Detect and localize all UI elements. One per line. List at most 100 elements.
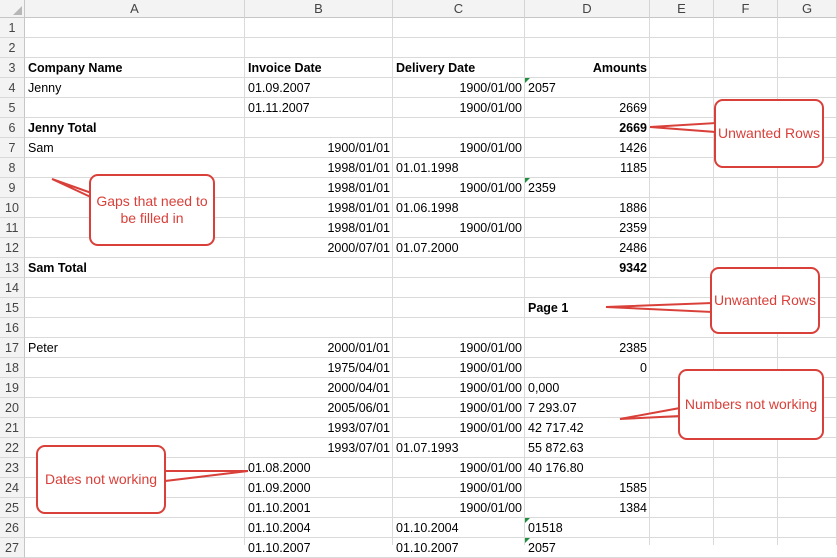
cell-c21[interactable]: 1900/01/00 <box>393 418 525 438</box>
cell-c3[interactable]: Delivery Date <box>393 58 525 78</box>
cell-a13[interactable]: Sam Total <box>25 258 245 278</box>
cell-a7[interactable]: Sam <box>25 138 245 158</box>
cell-c9[interactable]: 1900/01/00 <box>393 178 525 198</box>
cell-c25[interactable]: 1900/01/00 <box>393 498 525 518</box>
cell-c7[interactable]: 1900/01/00 <box>393 138 525 158</box>
cell-b20[interactable]: 2005/06/01 <box>245 398 393 418</box>
cell-d26[interactable]: 01518 <box>525 518 650 538</box>
row-header[interactable]: 17 <box>0 338 25 358</box>
column-header-b[interactable]: B <box>245 0 393 18</box>
cell-d21[interactable]: 42 717.42 <box>525 418 650 438</box>
cell-d10[interactable]: 1886 <box>525 198 650 218</box>
cell-d9[interactable]: 2359 <box>525 178 650 198</box>
cell-b9[interactable]: 1998/01/01 <box>245 178 393 198</box>
cell-b12[interactable]: 2000/07/01 <box>245 238 393 258</box>
cell-d4[interactable]: 2057 <box>525 78 650 98</box>
cell-d20[interactable]: 7 293.07 <box>525 398 650 418</box>
row-header[interactable]: 2 <box>0 38 25 58</box>
cell-d19[interactable]: 0,000 <box>525 378 650 398</box>
row-header[interactable]: 16 <box>0 318 25 338</box>
cell-c23[interactable]: 1900/01/00 <box>393 458 525 478</box>
cell-a3[interactable]: Company Name <box>25 58 245 78</box>
cell-a4[interactable]: Jenny <box>25 78 245 98</box>
cell-d3[interactable]: Amounts <box>525 58 650 78</box>
cell-c10[interactable]: 01.06.1998 <box>393 198 525 218</box>
cell-b10[interactable]: 1998/01/01 <box>245 198 393 218</box>
cell-d5[interactable]: 2669 <box>525 98 650 118</box>
row-header[interactable]: 3 <box>0 58 25 78</box>
cell-d6[interactable]: 2669 <box>525 118 650 138</box>
column-header-e[interactable]: E <box>650 0 714 18</box>
row-header[interactable]: 6 <box>0 118 25 138</box>
column-header-f[interactable]: F <box>714 0 778 18</box>
select-all-corner[interactable] <box>0 0 25 18</box>
row-header[interactable]: 15 <box>0 298 25 318</box>
row-header[interactable]: 12 <box>0 238 25 258</box>
cell-c18[interactable]: 1900/01/00 <box>393 358 525 378</box>
cell-c20[interactable]: 1900/01/00 <box>393 398 525 418</box>
cell-d17[interactable]: 2385 <box>525 338 650 358</box>
cell-c22[interactable]: 01.07.1993 <box>393 438 525 458</box>
row-header[interactable]: 18 <box>0 358 25 378</box>
row-header[interactable]: 24 <box>0 478 25 498</box>
cell-c26[interactable]: 01.10.2004 <box>393 518 525 538</box>
cell-c11[interactable]: 1900/01/00 <box>393 218 525 238</box>
cell-b4[interactable]: 01.09.2007 <box>245 78 393 98</box>
row-header[interactable]: 21 <box>0 418 25 438</box>
cell-c27[interactable]: 01.10.2007 <box>393 538 525 558</box>
cell-d24[interactable]: 1585 <box>525 478 650 498</box>
column-header-c[interactable]: C <box>393 0 525 18</box>
cell-a17[interactable]: Peter <box>25 338 245 358</box>
row-header[interactable]: 11 <box>0 218 25 238</box>
cell-b8[interactable]: 1998/01/01 <box>245 158 393 178</box>
row-header[interactable]: 10 <box>0 198 25 218</box>
row-header[interactable]: 25 <box>0 498 25 518</box>
cell-c17[interactable]: 1900/01/00 <box>393 338 525 358</box>
cell-b11[interactable]: 1998/01/01 <box>245 218 393 238</box>
cell-d18[interactable]: 0 <box>525 358 650 378</box>
cell-b22[interactable]: 1993/07/01 <box>245 438 393 458</box>
cell-b3[interactable]: Invoice Date <box>245 58 393 78</box>
cell-b27[interactable]: 01.10.2007 <box>245 538 393 558</box>
cell-b18[interactable]: 1975/04/01 <box>245 358 393 378</box>
row-header[interactable]: 7 <box>0 138 25 158</box>
cell-d7[interactable]: 1426 <box>525 138 650 158</box>
cell-b24[interactable]: 01.09.2000 <box>245 478 393 498</box>
cell-b23[interactable]: 01.08.2000 <box>245 458 393 478</box>
row-header[interactable]: 8 <box>0 158 25 178</box>
column-header-a[interactable]: A <box>25 0 245 18</box>
column-header-g[interactable]: G <box>778 0 837 18</box>
cell-b26[interactable]: 01.10.2004 <box>245 518 393 538</box>
cell-b17[interactable]: 2000/01/01 <box>245 338 393 358</box>
cell-c24[interactable]: 1900/01/00 <box>393 478 525 498</box>
cell-d11[interactable]: 2359 <box>525 218 650 238</box>
row-header[interactable]: 4 <box>0 78 25 98</box>
cell-c5[interactable]: 1900/01/00 <box>393 98 525 118</box>
row-header[interactable]: 1 <box>0 18 25 38</box>
cell-b5[interactable]: 01.11.2007 <box>245 98 393 118</box>
cell-d25[interactable]: 1384 <box>525 498 650 518</box>
cell-c4[interactable]: 1900/01/00 <box>393 78 525 98</box>
cell-b7[interactable]: 1900/01/01 <box>245 138 393 158</box>
row-header[interactable]: 13 <box>0 258 25 278</box>
row-header[interactable]: 23 <box>0 458 25 478</box>
cell-d27[interactable]: 2057 <box>525 538 650 558</box>
cell-c12[interactable]: 01.07.2000 <box>393 238 525 258</box>
row-header[interactable]: 19 <box>0 378 25 398</box>
row-header[interactable]: 27 <box>0 538 25 558</box>
cell-d8[interactable]: 1185 <box>525 158 650 178</box>
cell-d12[interactable]: 2486 <box>525 238 650 258</box>
cell-b19[interactable]: 2000/04/01 <box>245 378 393 398</box>
row-header[interactable]: 9 <box>0 178 25 198</box>
column-header-d[interactable]: D <box>525 0 650 18</box>
cell-d13[interactable]: 9342 <box>525 258 650 278</box>
row-header[interactable]: 26 <box>0 518 25 538</box>
cell-b25[interactable]: 01.10.2001 <box>245 498 393 518</box>
cell-a6[interactable]: Jenny Total <box>25 118 245 138</box>
cell-b21[interactable]: 1993/07/01 <box>245 418 393 438</box>
cell-c8[interactable]: 01.01.1998 <box>393 158 525 178</box>
cell-d15[interactable]: Page 1 <box>525 298 650 318</box>
row-header[interactable]: 22 <box>0 438 25 458</box>
row-header[interactable]: 5 <box>0 98 25 118</box>
row-header[interactable]: 14 <box>0 278 25 298</box>
